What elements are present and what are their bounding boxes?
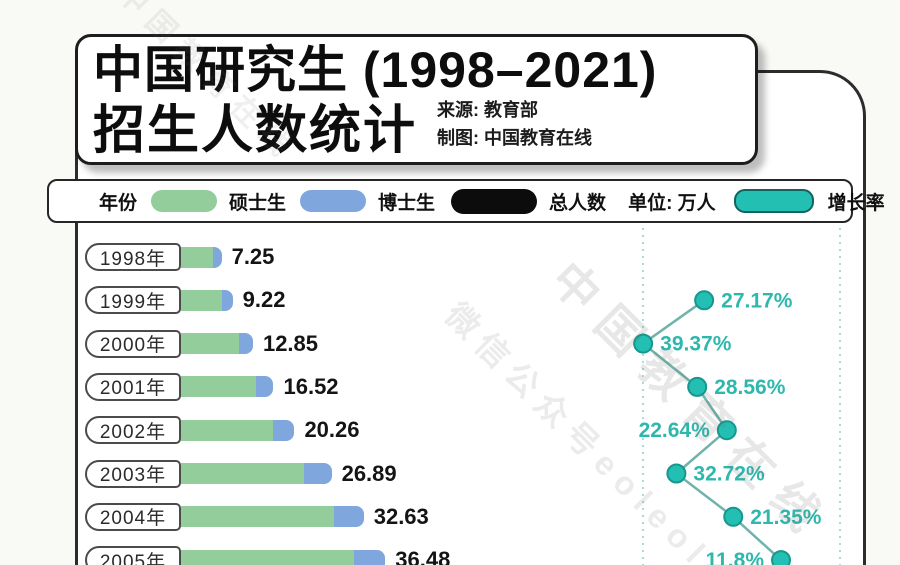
doctoral-bar-segment	[213, 246, 222, 268]
doctoral-bar-segment	[221, 289, 233, 311]
total-value-label: 7.25	[231, 244, 275, 269]
doctoral-bar-segment	[334, 506, 364, 528]
masters-bar-segment	[181, 376, 256, 398]
year-label-pill: 2004年	[85, 502, 181, 531]
legend-growth-label: 增长率	[827, 192, 885, 214]
masters-bar-segment	[181, 549, 355, 565]
legend-growth-swatch	[733, 189, 814, 213]
year-label-pill: 2002年	[85, 416, 181, 445]
legend-doctoral-label: 博士生	[378, 192, 436, 214]
legend-total-swatch	[451, 188, 538, 214]
legend-masters-swatch	[151, 190, 218, 212]
legend-unit-label: 单位: 万人	[628, 192, 716, 214]
doctoral-bar-segment	[238, 333, 253, 355]
year-label-pill: 2005年	[85, 546, 181, 565]
year-label-pill: 2003年	[85, 459, 181, 488]
page-title-line1: 中国研究生 (1998–2021)	[93, 42, 658, 98]
stacked-bar	[181, 419, 295, 441]
legend-total-label: 总人数	[549, 192, 607, 214]
total-value-label: 32.63	[373, 503, 429, 529]
table-row: 1998年 7.25	[85, 243, 274, 271]
stacked-bar	[181, 289, 233, 311]
table-row: 2004年 32.63	[85, 502, 429, 531]
stacked-bar	[181, 333, 253, 355]
total-value-label: 20.26	[304, 417, 360, 443]
masters-bar-segment	[181, 289, 222, 311]
stacked-bar	[181, 549, 386, 565]
page-title-line2: 招生人数统计	[93, 102, 418, 161]
stacked-bar	[181, 376, 274, 398]
table-row: 2001年 16.52	[85, 372, 339, 401]
legend-bar: 年份 硕士生 博士生 总人数 单位: 万人 增长率	[47, 179, 885, 223]
legend-doctoral-swatch	[300, 190, 367, 212]
source-block: 来源: 教育部 制图: 中国教育在线	[437, 97, 592, 159]
title-row2: 招生人数统计 来源: 教育部 制图: 中国教育在线	[93, 97, 755, 159]
title-box: 中国研究生 (1998–2021) 招生人数统计 来源: 教育部 制图: 中国教…	[75, 34, 758, 165]
table-row: 2000年 12.85	[85, 329, 319, 358]
table-row: 2002年 20.26	[85, 416, 360, 445]
source-text: 来源: 教育部	[437, 100, 539, 120]
year-label-pill: 2001年	[85, 372, 181, 401]
legend-masters-label: 硕士生	[229, 192, 287, 214]
total-value-label: 9.22	[242, 287, 286, 313]
doctoral-bar-segment	[255, 376, 274, 398]
masters-bar-segment	[181, 463, 305, 484]
masters-bar-segment	[181, 419, 274, 441]
year-label-pill: 2000年	[85, 329, 181, 358]
credit-text: 制图: 中国教育在线	[437, 127, 593, 148]
table-row: 2003年 26.89	[85, 459, 397, 488]
masters-bar-segment	[181, 246, 214, 268]
masters-bar-segment	[181, 333, 239, 355]
total-value-label: 16.52	[283, 373, 339, 399]
table-row: 2005年 36.48	[85, 546, 450, 565]
table-row: 1999年 9.22	[85, 286, 286, 315]
year-label-pill: 1999年	[85, 286, 181, 315]
stacked-bar	[181, 246, 222, 268]
doctoral-bar-segment	[273, 419, 295, 441]
legend-year-label: 年份	[99, 192, 138, 214]
doctoral-bar-segment	[304, 463, 332, 484]
total-value-label: 12.85	[262, 330, 319, 356]
doctoral-bar-segment	[354, 549, 386, 565]
stacked-bar	[181, 463, 332, 484]
total-value-label: 36.48	[395, 547, 451, 565]
year-label-pill: 1998年	[85, 243, 181, 271]
total-value-label: 26.89	[341, 460, 397, 486]
stacked-bar	[181, 506, 364, 528]
masters-bar-segment	[181, 506, 335, 528]
